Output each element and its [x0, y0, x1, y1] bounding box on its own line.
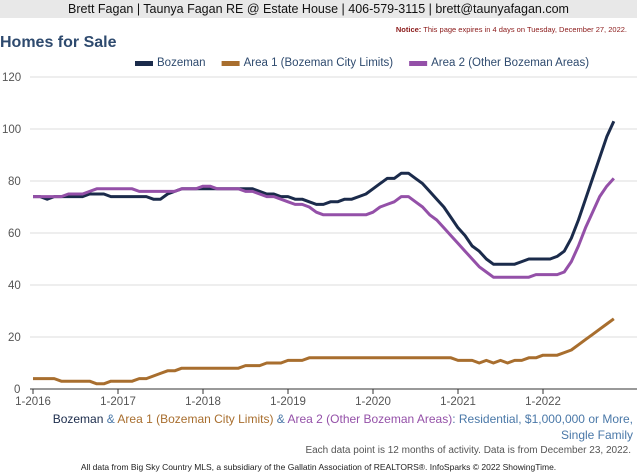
sub-criteria: : Residential, $1,000,000 or More, Singl…: [452, 412, 633, 442]
legend-label: Area 1 (Bozeman City Limits): [244, 57, 394, 69]
notice-text: This page expires in 4 days on Tuesday, …: [423, 25, 627, 34]
x-tick-label: 1-2019: [270, 396, 306, 408]
agent-header: Brett Fagan | Taunya Fagan RE @ Estate H…: [0, 0, 637, 18]
series-line-0: [33, 120, 616, 266]
legend-label: Bozeman: [157, 57, 206, 69]
series-line-2: [33, 177, 615, 279]
x-tick-label: 1-2018: [185, 396, 221, 408]
x-tick-label: 1-2017: [100, 396, 136, 408]
notice-label: Notice:: [395, 25, 422, 34]
sub-amp1: &: [103, 412, 118, 426]
line-chart: 0 20 40 60 80 100 120 1-2016 1-2017 1-2018 1-2019 1…: [2, 57, 637, 408]
data-footnote: Each data point is 12 months of activity…: [305, 445, 631, 456]
legend-label: Area 2 (Other Bozeman Areas): [431, 57, 589, 69]
y-tick-label: 40: [8, 280, 21, 292]
y-tick-label: 80: [8, 176, 21, 188]
x-tick-label: 1-2022: [525, 396, 561, 408]
y-tick-label: 20: [8, 332, 21, 344]
legend-swatch: [135, 61, 153, 66]
sub-area2: Area 2 (Other Bozeman Areas): [287, 412, 453, 426]
sub-bozeman: Bozeman: [52, 412, 104, 426]
x-tick-label: 1-2020: [355, 396, 391, 408]
expiry-notice: Notice: This page expires in 4 days on T…: [396, 25, 627, 34]
source-credit: All data from Big Sky Country MLS, a sub…: [80, 462, 557, 472]
y-tick-label: 60: [8, 228, 21, 240]
series-line-1: [33, 317, 615, 386]
x-tick-label: 1-2021: [440, 396, 476, 408]
chart-subtitle: Bozeman & Area 1 (Bozeman City Limits) &…: [33, 411, 633, 443]
sub-area1: Area 1 (Bozeman City Limits): [117, 412, 274, 426]
legend-swatch: [409, 61, 428, 66]
y-tick-label: 120: [2, 72, 21, 84]
y-tick-label: 100: [2, 124, 21, 136]
sub-amp2: &: [273, 412, 288, 426]
x-tick-label: 1-2016: [15, 396, 51, 408]
chart-title: Homes for Sale: [0, 34, 117, 51]
legend-swatch: [221, 61, 240, 66]
y-tick-label: 0: [14, 384, 20, 396]
